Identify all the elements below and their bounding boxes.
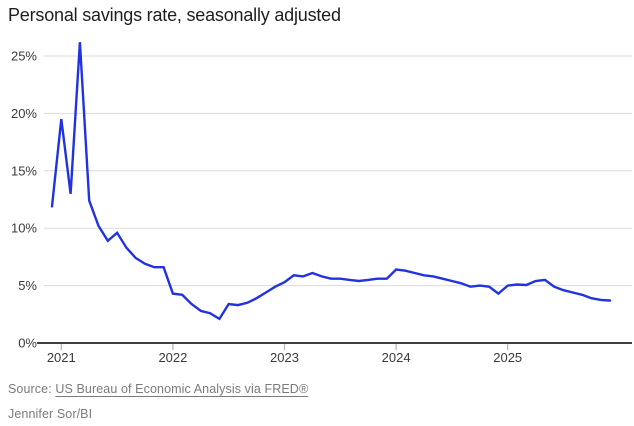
y-axis-label: 20%: [11, 106, 37, 121]
x-axis-label: 2024: [382, 350, 411, 365]
source-line: Source: US Bureau of Economic Analysis v…: [8, 382, 308, 396]
chart-title: Personal savings rate, seasonally adjust…: [8, 5, 341, 25]
x-axis-label: 2023: [270, 350, 299, 365]
credit-line: Jennifer Sor/BI: [8, 407, 93, 421]
source-link[interactable]: US Bureau of Economic Analysis via FRED®: [55, 382, 309, 396]
x-axis-label: 2022: [158, 350, 187, 365]
source-prefix: Source:: [8, 382, 56, 396]
y-axis-label: 25%: [11, 49, 37, 64]
y-axis-label: 10%: [11, 221, 37, 236]
y-axis-label: 15%: [11, 163, 37, 178]
savings-rate-line: [50, 42, 612, 321]
x-axis-label: 2021: [47, 350, 76, 365]
y-axis-label: 5%: [18, 278, 37, 293]
x-axis-label: 2025: [493, 350, 522, 365]
y-axis-label: 0%: [18, 336, 37, 351]
